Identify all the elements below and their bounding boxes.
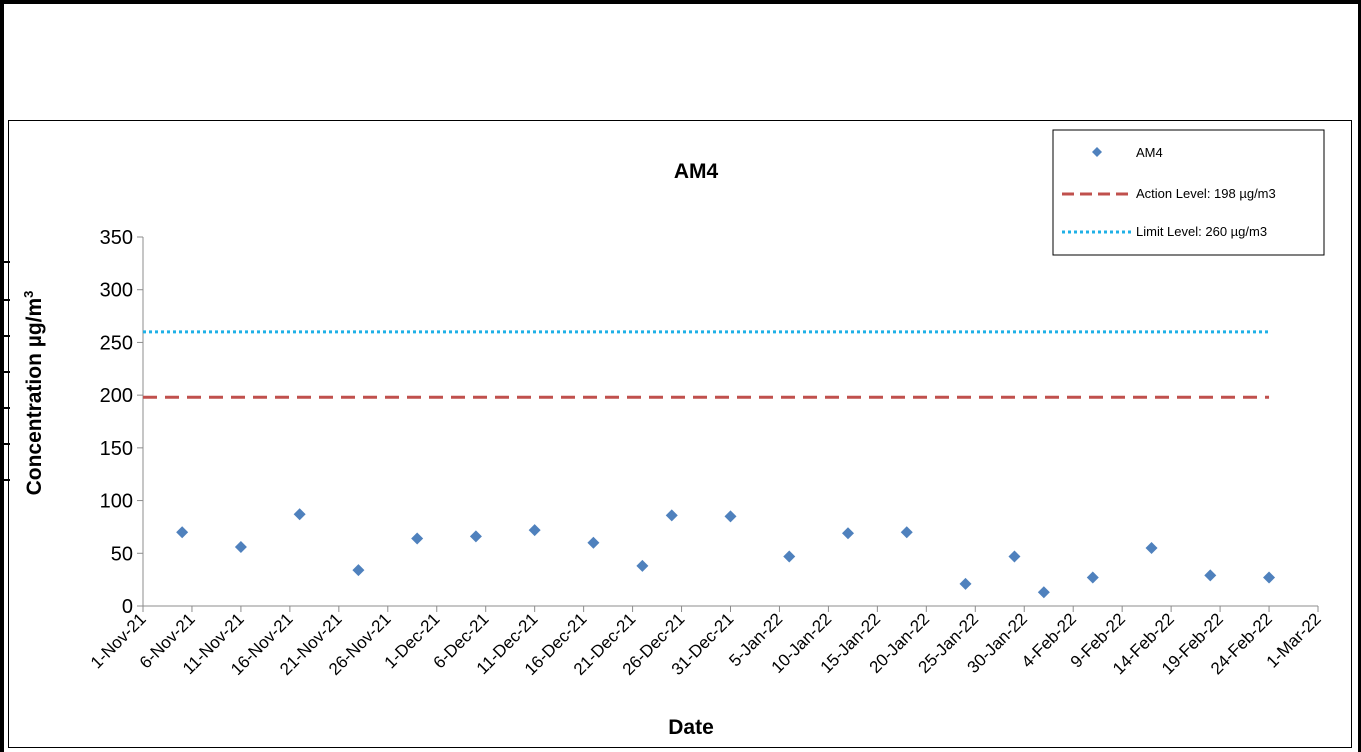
y-tick-label: 250 (100, 332, 133, 354)
legend-label-limit-level: Limit Level: 260 µg/m3 (1136, 224, 1267, 239)
legend: AM4 Action Level: 198 µg/m3 Limit Level:… (1052, 129, 1325, 256)
y-axis-title-text: Concentration µg/m (23, 298, 46, 496)
data-point (1204, 569, 1217, 582)
chart-title: AM4 (674, 160, 719, 183)
y-tick-label: 350 (100, 227, 133, 249)
legend-label-action-level: Action Level: 198 µg/m3 (1136, 186, 1276, 201)
data-point (293, 508, 306, 521)
data-point (1008, 550, 1021, 563)
left-edge-marks (4, 261, 10, 481)
data-point (900, 526, 913, 539)
y-tick-label: 300 (100, 280, 133, 302)
y-tick-label: 200 (100, 385, 133, 407)
data-point (411, 532, 424, 545)
data-point (1263, 571, 1276, 584)
chart-frame (8, 120, 1352, 748)
data-point (959, 577, 972, 590)
y-axis-ticks: 0 50 100 150 200 250 300 350 (100, 227, 143, 618)
legend-item-am4: AM4 (1092, 145, 1163, 160)
data-point (665, 509, 678, 522)
data-point (234, 540, 247, 553)
data-point (724, 510, 737, 523)
x-axis-ticks: 1-Nov-216-Nov-2111-Nov-2116-Nov-2121-Nov… (87, 606, 1325, 679)
legend-item-action-level: Action Level: 198 µg/m3 (1062, 186, 1276, 201)
data-point (469, 530, 482, 543)
data-point (1037, 586, 1050, 599)
data-point (528, 524, 541, 537)
reference-lines (143, 330, 1270, 399)
y-axis-title-superscript: 3 (21, 291, 36, 298)
data-points (176, 508, 1276, 599)
data-point (636, 559, 649, 572)
y-tick-label: 100 (100, 491, 133, 513)
data-point (1145, 542, 1158, 555)
x-axis-title: Date (668, 716, 714, 739)
data-point (783, 550, 796, 563)
legend-item-limit-level: Limit Level: 260 µg/m3 (1062, 224, 1267, 239)
data-point (1086, 571, 1099, 584)
legend-label-am4: AM4 (1136, 145, 1163, 160)
data-point (842, 527, 854, 540)
x-tick-label: 1-Mar-22 (1263, 609, 1325, 671)
data-point (352, 564, 365, 577)
data-point (587, 536, 600, 549)
legend-marker-am4 (1092, 147, 1102, 157)
y-tick-label: 50 (111, 543, 133, 565)
y-tick-label: 150 (100, 438, 133, 460)
y-axis-title: Concentration µg/m3 (21, 291, 46, 496)
data-point (176, 526, 189, 539)
y-tick-label: 0 (122, 596, 133, 618)
